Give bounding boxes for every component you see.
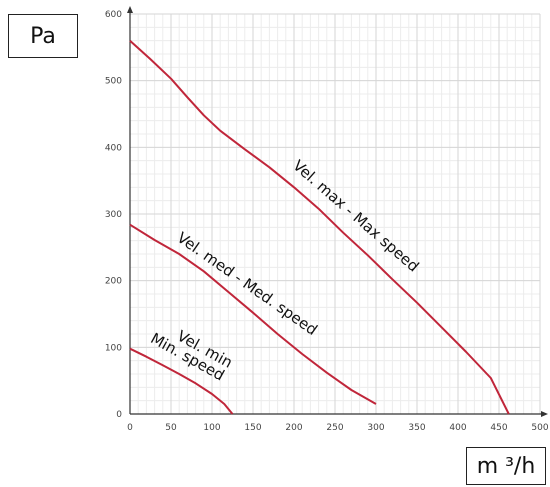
x-tick-label: 450 bbox=[490, 423, 507, 433]
y-tick-label: 500 bbox=[105, 77, 122, 87]
curve-line bbox=[129, 347, 234, 415]
curves bbox=[129, 39, 510, 415]
y-axis-arrow bbox=[127, 6, 133, 13]
x-tick-label: 350 bbox=[408, 423, 425, 433]
y-tick-label: 200 bbox=[105, 277, 122, 287]
x-tick-labels: 0 50 100 150 200 250 300 350 400 450 500 bbox=[127, 423, 549, 433]
x-tick-label: 50 bbox=[165, 423, 177, 433]
curve-line bbox=[129, 39, 510, 415]
axes bbox=[127, 6, 548, 417]
curve-line bbox=[129, 223, 377, 405]
y-tick-label: 600 bbox=[105, 10, 122, 20]
x-tick-label: 300 bbox=[367, 423, 384, 433]
x-axis-unit-label: m ³/h bbox=[466, 447, 546, 485]
y-tick-label: 0 bbox=[116, 410, 122, 420]
x-tick-label: 250 bbox=[326, 423, 343, 433]
x-axis-arrow bbox=[541, 411, 548, 417]
y-axis-unit-label: Pa bbox=[8, 14, 78, 58]
curve-label: Vel. minMin. speed bbox=[148, 316, 236, 385]
y-tick-labels: 0 100 200 300 400 500 600 bbox=[105, 10, 122, 420]
y-tick-label: 300 bbox=[105, 210, 122, 220]
x-tick-label: 500 bbox=[531, 423, 548, 433]
x-tick-label: 150 bbox=[244, 423, 261, 433]
y-tick-label: 100 bbox=[105, 343, 122, 353]
x-tick-label: 0 bbox=[127, 423, 133, 433]
x-tick-label: 200 bbox=[285, 423, 302, 433]
y-tick-label: 400 bbox=[105, 143, 122, 153]
x-tick-label: 100 bbox=[203, 423, 220, 433]
x-tick-label: 400 bbox=[449, 423, 466, 433]
